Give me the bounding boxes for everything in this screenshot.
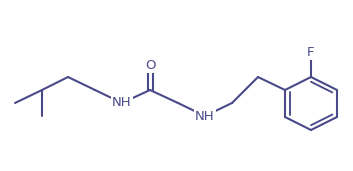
Text: O: O — [145, 58, 155, 71]
Text: F: F — [307, 45, 315, 58]
Text: NH: NH — [112, 96, 132, 109]
Text: NH: NH — [195, 109, 215, 122]
